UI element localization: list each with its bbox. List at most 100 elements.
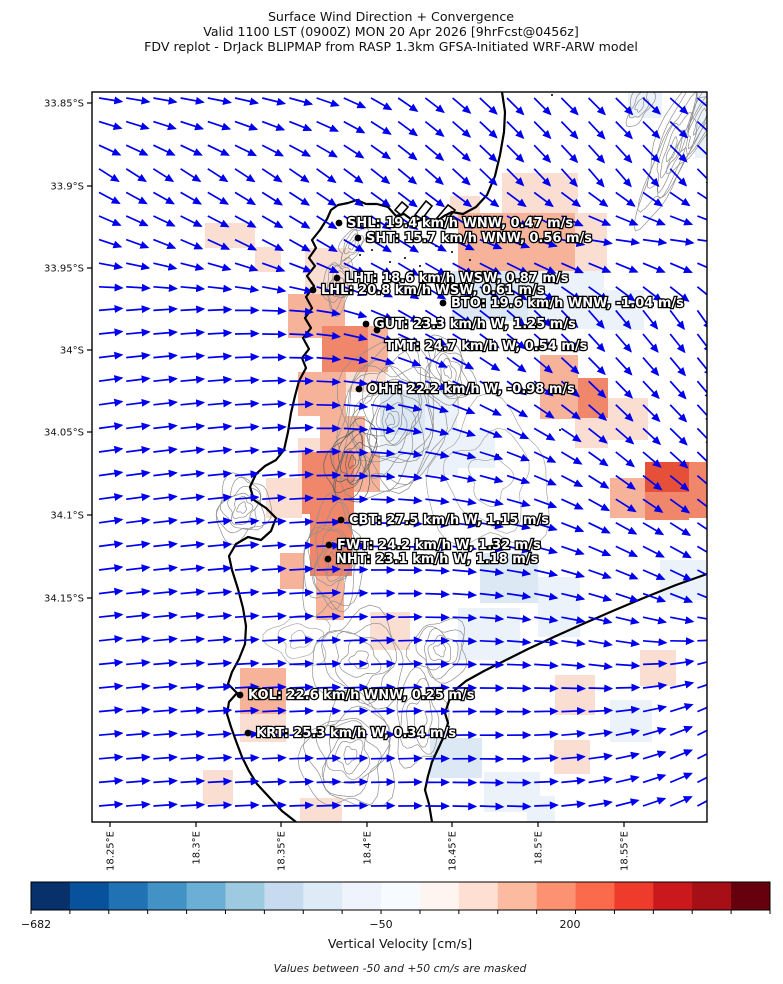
contour-line — [443, 365, 452, 379]
wind-arrow — [98, 96, 124, 105]
wind-arrow — [234, 191, 257, 206]
wind-arrow — [153, 144, 176, 156]
contour-line — [333, 429, 374, 494]
wind-arrow — [289, 683, 314, 692]
wind-arrow — [126, 777, 151, 786]
x-axis-tick-label: 18.25°E — [106, 831, 117, 871]
wind-arrow — [642, 773, 667, 784]
wind-arrow — [153, 238, 177, 250]
wind-arrow — [506, 168, 525, 187]
wind-arrow — [452, 191, 473, 208]
wind-arrow — [588, 238, 613, 247]
wind-arrow — [506, 474, 531, 485]
wind-arrow — [180, 375, 206, 384]
convergence-cell — [628, 92, 662, 118]
wind-arrow — [289, 97, 314, 106]
wind-arrow — [316, 262, 340, 274]
wind-arrow — [642, 215, 666, 226]
wind-arrow — [289, 400, 314, 409]
wind-arrow — [533, 427, 556, 441]
wind-arrow — [180, 328, 206, 337]
wind-arrow — [669, 97, 689, 115]
wind-arrow — [452, 544, 478, 553]
wind-arrow — [316, 401, 342, 410]
colorbar-tick-label-min: −682 — [21, 918, 51, 931]
station-label-cbt: CBT: 27.5 km/h W, 1.15 m/s — [349, 513, 549, 528]
wind-arrow — [588, 662, 614, 671]
wind-arrow — [533, 286, 555, 301]
wind-arrow — [669, 474, 690, 492]
wind-arrow — [153, 305, 178, 314]
wind-arrow — [370, 683, 396, 692]
wind-arrow — [479, 498, 504, 507]
wind-arrow — [343, 144, 365, 159]
wind-arrow — [126, 516, 151, 525]
wind-arrow — [588, 286, 609, 302]
contour-line — [335, 433, 367, 486]
colorbar-segment — [497, 882, 538, 910]
wind-arrow — [534, 615, 559, 624]
wind-arrow — [561, 238, 586, 247]
wind-arrow — [425, 590, 450, 599]
contour-line — [326, 262, 352, 312]
wind-arrow — [669, 380, 687, 400]
wind-arrow — [533, 356, 554, 374]
wind-arrow — [506, 521, 531, 531]
wind-arrow — [697, 238, 707, 242]
station-dot-tmt — [373, 326, 381, 334]
wind-arrow — [370, 495, 396, 504]
wind-arrow — [207, 635, 233, 644]
wind-arrow — [452, 590, 478, 599]
wind-arrow — [343, 589, 369, 598]
wind-arrow — [180, 284, 206, 293]
wind-arrow — [397, 215, 419, 231]
wind-arrow — [261, 191, 284, 206]
wind-arrow — [370, 215, 392, 230]
wind-arrow — [262, 659, 287, 668]
wind-arrow — [506, 545, 532, 554]
wind-arrow — [398, 403, 423, 413]
station-dot-fwt — [325, 541, 333, 549]
colorbar-segment — [458, 882, 499, 910]
wind-arrow — [561, 776, 586, 785]
contour-line — [322, 256, 353, 317]
wind-arrow — [615, 592, 640, 603]
wind-arrow — [398, 473, 423, 482]
wind-arrow — [534, 777, 559, 786]
wind-arrow — [642, 333, 659, 353]
wind-arrow — [370, 519, 396, 528]
contour-line — [307, 518, 357, 610]
contour-line — [349, 365, 425, 463]
wind-arrow — [207, 540, 233, 549]
contour-line — [303, 501, 358, 613]
wind-arrow — [180, 399, 206, 408]
convergence-cell — [527, 796, 555, 822]
wind-arrow — [397, 380, 423, 390]
wind-arrow — [452, 262, 475, 276]
wind-arrow — [615, 309, 632, 330]
wind-arrow — [533, 144, 552, 163]
wind-arrow — [262, 706, 287, 715]
wind-arrow — [642, 727, 667, 737]
wind-arrow — [615, 751, 640, 760]
wind-arrow — [696, 404, 707, 423]
wind-arrow — [506, 684, 532, 693]
wind-arrow — [669, 772, 693, 784]
wind-arrow — [696, 168, 707, 187]
colorbar-segment — [303, 882, 343, 910]
wind-arrow — [670, 680, 695, 689]
wind-arrow — [696, 380, 707, 400]
wind-arrow — [561, 592, 586, 602]
wind-arrow — [506, 568, 532, 577]
wind-arrow — [125, 120, 150, 131]
wind-arrow — [588, 592, 613, 602]
coastline-path — [423, 572, 707, 822]
wind-arrow — [234, 541, 260, 550]
wind-arrow — [125, 215, 149, 227]
wind-arrow — [642, 638, 668, 647]
wind-arrow — [207, 801, 233, 810]
wind-arrow — [425, 474, 450, 482]
wind-arrow — [560, 451, 583, 465]
contour-line — [415, 625, 465, 680]
wind-arrow — [153, 777, 178, 786]
